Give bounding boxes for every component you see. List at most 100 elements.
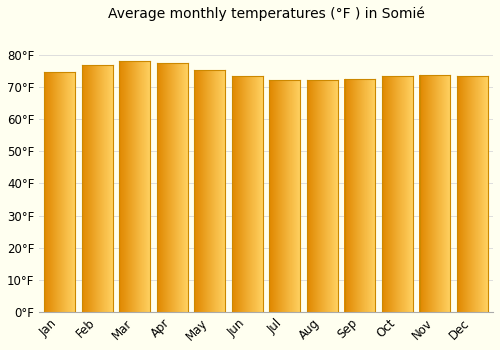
Bar [247, 76, 248, 312]
Title: Average monthly temperatures (°F ) in Somié: Average monthly temperatures (°F ) in So… [108, 7, 424, 21]
Bar [147, 61, 148, 312]
Bar [124, 61, 125, 312]
Bar [157, 63, 158, 312]
Bar [196, 70, 197, 312]
Bar [328, 80, 329, 312]
Bar [249, 76, 250, 312]
Bar [312, 80, 313, 312]
Bar [261, 76, 262, 312]
Bar [401, 76, 402, 312]
Bar [317, 80, 318, 312]
Bar [475, 76, 476, 312]
Bar [399, 76, 400, 312]
Bar [159, 63, 160, 312]
Bar [256, 76, 257, 312]
Bar [146, 61, 147, 312]
Bar [318, 80, 319, 312]
Bar [290, 80, 291, 312]
Bar [127, 61, 128, 312]
Bar [323, 80, 324, 312]
Bar [206, 70, 207, 312]
Bar [459, 76, 460, 312]
Bar [374, 79, 375, 312]
Bar [354, 79, 355, 312]
Bar [168, 63, 169, 312]
Bar [470, 76, 471, 312]
Bar [482, 76, 483, 312]
Bar [345, 79, 346, 312]
Bar [130, 61, 131, 312]
Bar [392, 76, 393, 312]
Bar [298, 80, 300, 312]
Bar [448, 75, 449, 312]
Bar [315, 80, 316, 312]
Bar [132, 61, 133, 312]
Bar [129, 61, 130, 312]
Bar [364, 79, 365, 312]
Bar [435, 75, 436, 312]
Bar [426, 75, 428, 312]
Bar [279, 80, 280, 312]
Bar [362, 79, 363, 312]
Bar [310, 80, 311, 312]
Bar [262, 76, 263, 312]
Bar [348, 79, 349, 312]
Bar [167, 63, 168, 312]
Bar [444, 75, 445, 312]
Bar [175, 63, 176, 312]
Bar [134, 61, 135, 312]
Bar [320, 80, 321, 312]
Bar [270, 80, 271, 312]
Bar [195, 70, 196, 312]
Bar [131, 61, 132, 312]
Bar [326, 80, 327, 312]
Bar [442, 75, 443, 312]
Bar [363, 79, 364, 312]
Bar [447, 75, 448, 312]
Bar [44, 72, 45, 312]
Bar [457, 76, 458, 312]
Bar [321, 80, 322, 312]
Bar [137, 61, 138, 312]
Bar [466, 76, 467, 312]
Bar [330, 80, 331, 312]
Bar [242, 76, 244, 312]
Bar [476, 76, 477, 312]
Bar [397, 76, 398, 312]
Bar [217, 70, 218, 312]
Bar [443, 75, 444, 312]
Bar [149, 61, 150, 312]
Bar [395, 76, 396, 312]
Bar [184, 63, 185, 312]
Bar [385, 76, 386, 312]
Bar [241, 76, 242, 312]
Bar [162, 63, 163, 312]
Bar [111, 65, 112, 312]
Bar [255, 76, 256, 312]
Bar [246, 76, 247, 312]
Bar [202, 70, 203, 312]
Bar [294, 80, 295, 312]
Bar [205, 70, 206, 312]
Bar [388, 76, 389, 312]
Bar [280, 80, 281, 312]
Bar [386, 76, 387, 312]
Bar [253, 76, 254, 312]
Bar [275, 80, 276, 312]
Bar [484, 76, 485, 312]
Bar [422, 75, 423, 312]
Bar [307, 80, 308, 312]
Bar [187, 63, 188, 312]
Bar [311, 80, 312, 312]
Bar [208, 70, 209, 312]
Bar [424, 75, 425, 312]
Bar [138, 61, 139, 312]
Bar [161, 63, 162, 312]
Bar [172, 63, 173, 312]
Bar [64, 72, 65, 312]
Bar [344, 79, 345, 312]
Bar [286, 80, 287, 312]
Bar [434, 75, 435, 312]
Bar [132, 61, 134, 312]
Bar [394, 76, 395, 312]
